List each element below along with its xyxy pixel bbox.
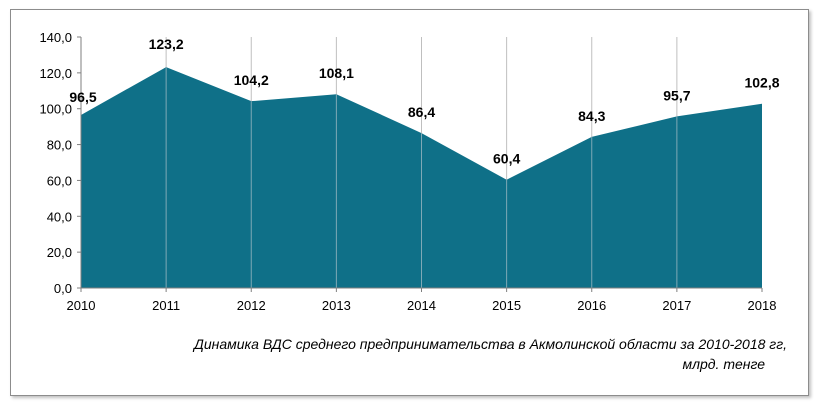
data-label: 84,3 (578, 108, 605, 124)
y-tick-label: 40,0 (47, 209, 72, 224)
chart-caption-line-2: млрд. тенге (682, 356, 765, 372)
x-tick-label: 2015 (492, 298, 521, 313)
x-tick-label: 2011 (152, 298, 180, 313)
chart-caption-line-1: Динамика ВДС среднего предпринимательств… (194, 336, 787, 352)
data-label: 108,1 (319, 65, 354, 81)
data-label: 123,2 (149, 36, 184, 52)
y-tick-label: 60,0 (47, 173, 72, 188)
x-tick-label: 2010 (67, 298, 96, 313)
x-tick-label: 2017 (662, 298, 691, 313)
x-tick-label: 2013 (322, 298, 351, 313)
y-tick-label: 140,0 (39, 30, 72, 45)
x-tick-label: 2012 (237, 298, 266, 313)
y-tick-label: 100,0 (39, 102, 72, 117)
data-label: 104,2 (234, 72, 269, 88)
x-tick-label: 2016 (577, 298, 606, 313)
data-label: 95,7 (663, 87, 690, 103)
data-label: 96,5 (69, 89, 96, 105)
y-tick-label: 20,0 (47, 245, 72, 260)
data-label: 60,4 (493, 151, 520, 167)
data-label: 86,4 (408, 104, 435, 120)
y-tick-label: 80,0 (47, 138, 72, 153)
y-tick-label: 120,0 (39, 66, 72, 81)
y-tick-label: 0,0 (54, 281, 72, 296)
x-tick-label: 2018 (748, 298, 777, 313)
data-label: 102,8 (744, 75, 779, 91)
x-tick-label: 2014 (407, 298, 436, 313)
